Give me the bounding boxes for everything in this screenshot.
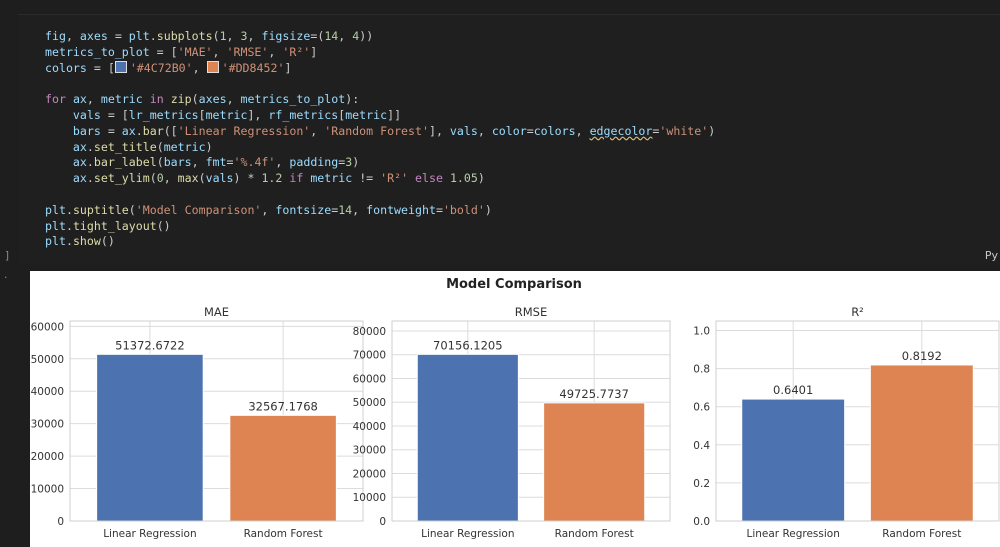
axes-frame bbox=[715, 320, 1000, 522]
subplot-title: R² bbox=[851, 305, 864, 319]
y-tick-label: 60000 bbox=[353, 373, 386, 385]
code-line: fig, axes = plt.subplots(1, 3, figsize=(… bbox=[45, 29, 374, 43]
code-line: metrics_to_plot = ['MAE', 'RMSE', 'R²'] bbox=[45, 44, 318, 59]
color-swatch-orange-icon bbox=[206, 60, 219, 73]
y-tick-label: 0 bbox=[379, 516, 386, 528]
code-line: plt.suptitle('Model Comparison', fontsiz… bbox=[45, 202, 492, 217]
y-tick-label: 10000 bbox=[31, 484, 64, 496]
bar-value-label: 0.8192 bbox=[902, 349, 942, 363]
y-tick-label: 50000 bbox=[31, 354, 64, 366]
y-tick-label: 0.2 bbox=[693, 478, 710, 490]
x-tick-label: Random Forest bbox=[555, 528, 634, 540]
bar-value-label: 32567.1768 bbox=[248, 399, 318, 413]
subplot-title: RMSE bbox=[515, 305, 547, 319]
code-editor[interactable]: fig, axes = plt.subplots(1, 3, figsize=(… bbox=[45, 29, 715, 250]
bar-linear-regression bbox=[741, 398, 846, 522]
code-cell[interactable]: fig, axes = plt.subplots(1, 3, figsize=(… bbox=[18, 14, 1000, 263]
cell-output: Model Comparison 0 10000 20000 30000 40000 500… bbox=[30, 271, 1000, 547]
code-line: ax.set_title(metric) bbox=[72, 139, 213, 154]
y-tick-label: 30000 bbox=[31, 419, 64, 431]
cell-bracket: ] bbox=[4, 249, 11, 262]
y-tick-label: 40000 bbox=[31, 386, 64, 398]
y-tick-label: 0.0 bbox=[693, 516, 710, 528]
code-line: vals = [lr_metrics[metric], rf_metrics[m… bbox=[72, 107, 402, 122]
x-tick-label: Random Forest bbox=[882, 528, 961, 540]
y-tick-label: 30000 bbox=[353, 445, 386, 457]
x-tick-label: Linear Regression bbox=[746, 528, 839, 540]
x-tick-label: Linear Regression bbox=[103, 528, 196, 540]
bar-value-label: 49725.7737 bbox=[559, 387, 629, 401]
y-tick-label: 40000 bbox=[353, 421, 386, 433]
y-tick-label: 0 bbox=[57, 516, 64, 528]
y-tick-label: 0.4 bbox=[693, 440, 710, 452]
y-tick-label: 20000 bbox=[31, 451, 64, 463]
x-tick-label: Linear Regression bbox=[421, 528, 514, 540]
bar-random-forest bbox=[543, 402, 646, 522]
axes-frame bbox=[391, 320, 671, 522]
code-line: bars = ax.bar(['Linear Regression', 'Ran… bbox=[72, 123, 716, 138]
bar-random-forest bbox=[869, 364, 974, 522]
y-tick-label: 0.8 bbox=[693, 364, 710, 376]
y-tick-label: 20000 bbox=[353, 468, 386, 480]
axes-frame bbox=[69, 320, 364, 522]
code-line: ax.set_ylim(0, max(vals) * 1.2 if metric… bbox=[72, 171, 485, 186]
code-line: plt.tight_layout() bbox=[45, 218, 171, 233]
y-tick-label: 80000 bbox=[353, 326, 386, 338]
y-tick-label: 50000 bbox=[353, 397, 386, 409]
y-tick-label: 10000 bbox=[353, 492, 386, 504]
bar-linear-regression bbox=[96, 353, 204, 522]
subplot-title: MAE bbox=[204, 305, 229, 319]
model-comparison-figure: Model Comparison 0 10000 20000 30000 40000 500… bbox=[31, 277, 1000, 540]
bar-value-label: 0.6401 bbox=[773, 383, 813, 397]
x-tick-label: Random Forest bbox=[244, 528, 323, 540]
cell-marker: . bbox=[4, 268, 8, 281]
code-line: ax.bar_label(bars, fmt='%.4f', padding=3… bbox=[72, 155, 360, 170]
y-tick-label: 0.6 bbox=[693, 402, 710, 414]
bar-random-forest bbox=[229, 414, 337, 522]
y-tick-label: 60000 bbox=[31, 321, 64, 333]
code-line: for ax, metric in zip(axes, metrics_to_p… bbox=[45, 92, 360, 107]
y-tick-label: 70000 bbox=[353, 350, 386, 362]
figure-suptitle: Model Comparison bbox=[446, 277, 582, 292]
bar-value-label: 51372.6722 bbox=[115, 338, 185, 352]
bar-linear-regression bbox=[416, 353, 519, 522]
language-label[interactable]: Py bbox=[984, 249, 998, 262]
y-tick-label: 1.0 bbox=[693, 326, 710, 338]
code-line: plt.show() bbox=[45, 234, 115, 249]
code-line: colors = ['#4C72B0', '#DD8452'] bbox=[45, 60, 292, 75]
bar-value-label: 70156.1205 bbox=[433, 338, 503, 352]
color-swatch-blue-icon bbox=[114, 60, 127, 73]
